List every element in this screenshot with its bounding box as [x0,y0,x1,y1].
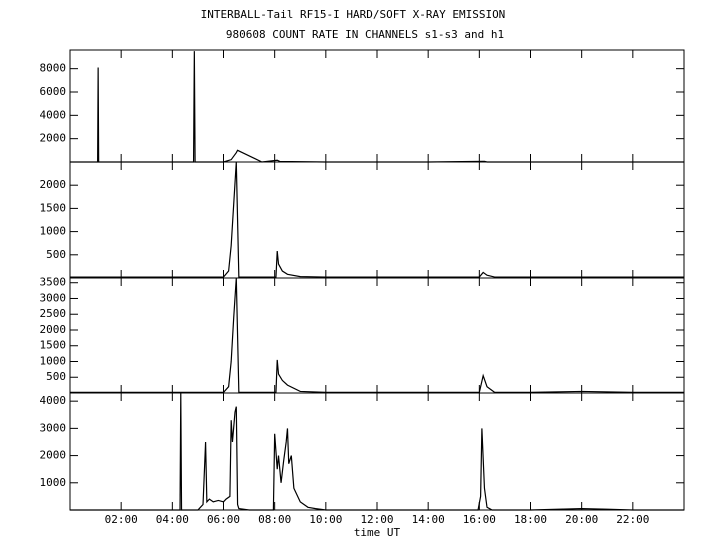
panel-frame [69,49,685,163]
y-tick-label: 500 [46,370,66,383]
y-tick-label: 1000 [40,476,67,489]
data-line [70,392,684,511]
y-tick-label: 3500 [40,276,67,289]
y-tick-label: 2000 [40,132,67,145]
x-tick-label: 18:00 [514,513,547,526]
x-tick-label: 16:00 [463,513,496,526]
y-tick-label: 4000 [40,108,67,121]
x-tick-label: 02:00 [105,513,138,526]
y-tick-label: 3000 [40,421,67,434]
x-axis-label: time UT [354,526,401,539]
y-tick-label: 2000 [40,449,67,462]
data-line [70,51,684,163]
y-tick-label: 2000 [40,178,67,191]
x-tick-label: 06:00 [207,513,240,526]
data-line [70,161,684,278]
panel-frame [69,161,685,279]
x-tick-label: 14:00 [412,513,445,526]
x-tick-label: 22:00 [616,513,649,526]
y-tick-label: 1000 [40,354,67,367]
y-tick-label: 1500 [40,201,67,214]
data-line [70,277,684,393]
y-tick-label: 2500 [40,307,67,320]
y-tick-label: 2000 [40,323,67,336]
y-tick-label: 8000 [40,62,67,75]
x-tick-label: 08:00 [258,513,291,526]
y-tick-label: 1500 [40,339,67,352]
panel-frame [69,392,685,511]
y-tick-label: 1000 [40,225,67,238]
chart-subtitle: 980608 COUNT RATE IN CHANNELS s1-s3 and … [226,28,504,41]
y-tick-label: 3000 [40,291,67,304]
x-tick-label: 12:00 [360,513,393,526]
y-tick-label: 4000 [40,394,67,407]
x-tick-label: 10:00 [309,513,342,526]
y-tick-label: 500 [46,248,66,261]
chart-title: INTERBALL-Tail RF15-I HARD/SOFT X-RAY EM… [201,8,506,21]
y-tick-label: 6000 [40,85,67,98]
panel-frame [69,277,685,394]
x-tick-label: 04:00 [156,513,189,526]
x-tick-label: 20:00 [565,513,598,526]
